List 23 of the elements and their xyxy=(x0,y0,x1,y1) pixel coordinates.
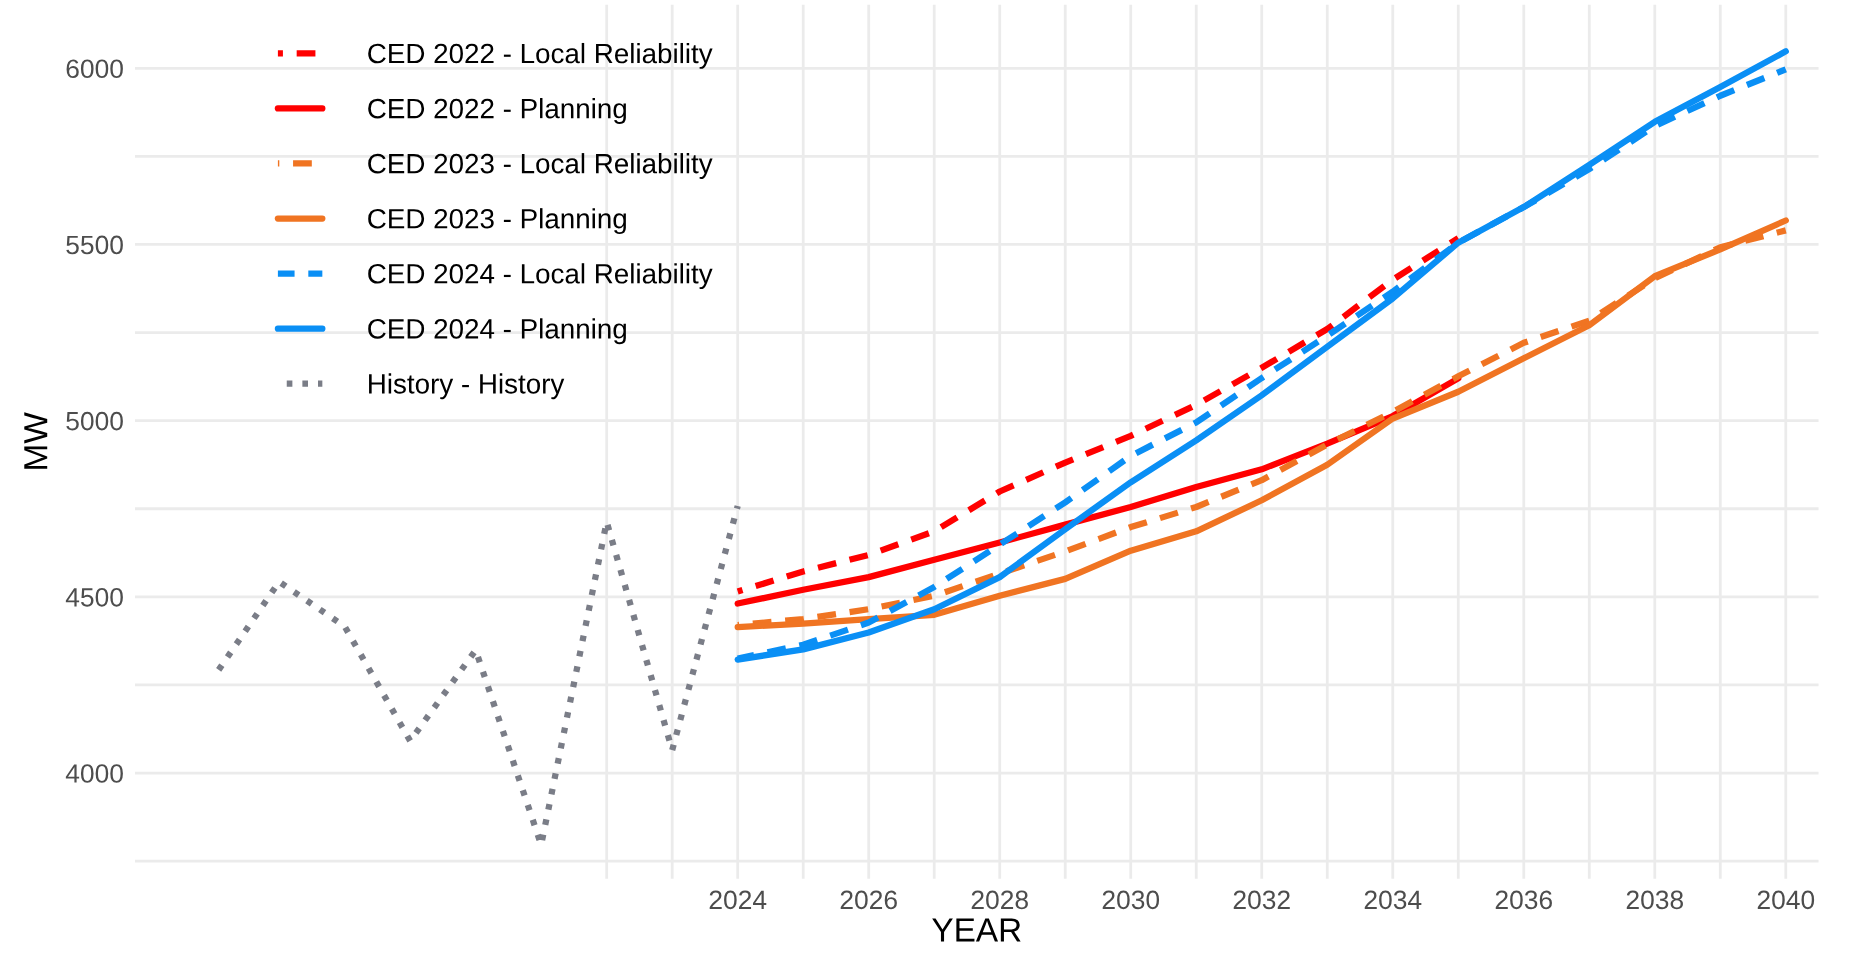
legend-label: CED 2023 - Local Reliability xyxy=(368,153,713,179)
legend-label: CED 2024 - Local Reliability xyxy=(368,263,713,290)
x-tick-label: 2024 xyxy=(709,890,767,910)
y-axis-title: MW xyxy=(24,412,48,469)
x-tick-label: 2028 xyxy=(971,890,1028,910)
legend-label: CED 2022 - Planning xyxy=(368,98,626,124)
legend-label: History - History xyxy=(369,373,565,400)
y-tick-label: 5000 xyxy=(66,411,123,431)
x-tick-label: 2032 xyxy=(1233,890,1290,910)
legend-label: CED 2023 - Planning xyxy=(368,208,626,235)
y-tick-label: 4500 xyxy=(65,587,123,607)
x-tick-label: 2030 xyxy=(1102,890,1160,910)
x-tick-label: 2040 xyxy=(1757,890,1815,910)
x-tick-label: 2034 xyxy=(1364,890,1422,910)
x-tick-label: 2038 xyxy=(1626,890,1683,910)
x-axis-title: YEAR xyxy=(932,918,1021,942)
x-tick-label: 2036 xyxy=(1495,890,1552,910)
legend-label: CED 2022 - Local Reliability xyxy=(368,42,713,69)
y-tick-label: 4000 xyxy=(65,764,123,783)
legend-label: CED 2024 - Planning xyxy=(368,318,626,345)
y-tick-label: 6000 xyxy=(66,59,123,79)
y-tick-label: 5500 xyxy=(66,235,123,255)
x-tick-label: 2026 xyxy=(840,890,897,910)
